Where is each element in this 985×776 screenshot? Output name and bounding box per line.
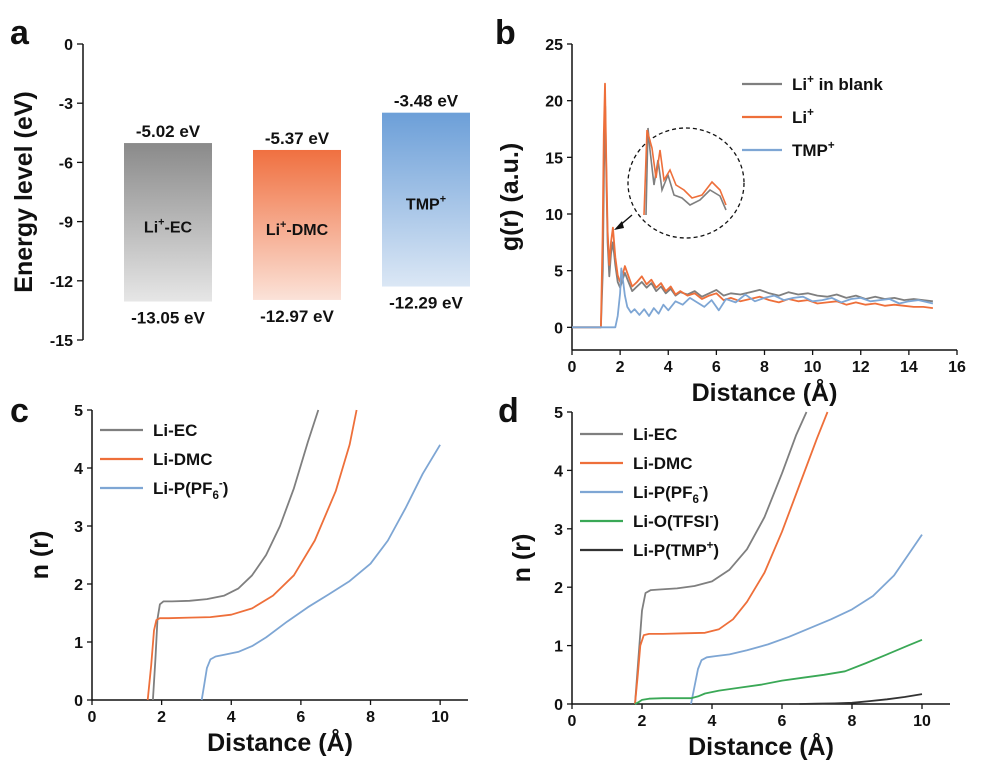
panel-letter-d: d — [498, 392, 519, 430]
y-tick-label: 4 — [74, 461, 83, 478]
y-tick-label: 10 — [545, 207, 563, 224]
y-tick-label: 25 — [545, 37, 563, 54]
bar-name-label: Li+-EC — [144, 216, 193, 236]
y-tick-label: 2 — [554, 580, 563, 597]
x-tick-label: 0 — [568, 713, 577, 730]
x-tick-label: 8 — [848, 713, 857, 730]
series-line-1 — [572, 82, 934, 329]
x-tick-label: 2 — [616, 359, 625, 376]
energy-bar — [382, 112, 470, 287]
y-tick-label: 0 — [64, 37, 73, 54]
legend-label: Li-EC — [633, 425, 677, 444]
panel-letter-a: a — [10, 14, 30, 52]
x-tick-label: 12 — [852, 359, 870, 376]
bar-top-label: -5.37 eV — [265, 129, 330, 148]
series-line-1 — [634, 411, 829, 705]
inset-arrowhead — [614, 221, 624, 230]
bar-bottom-label: -12.97 eV — [260, 307, 334, 326]
legend-label: Li-EC — [153, 421, 197, 440]
x-tick-label: 8 — [366, 709, 375, 726]
x-tick-label: 10 — [913, 713, 931, 730]
y-tick-label: -6 — [59, 155, 73, 172]
series-line-1 — [146, 409, 358, 701]
y-tick-label: 5 — [74, 403, 83, 420]
y-tick-label: 15 — [545, 150, 563, 167]
legend-label: Li-O(TFSI-) — [633, 511, 719, 531]
zoom-inset-circle — [627, 127, 745, 239]
series-line-0 — [634, 411, 808, 705]
y-tick-label: 20 — [545, 94, 563, 111]
y-tick-label: -15 — [50, 333, 73, 350]
y-axis-label: n (r) — [26, 531, 54, 580]
bar-top-label: -3.48 eV — [394, 92, 459, 111]
x-tick-label: 6 — [296, 709, 305, 726]
legend-label: Li-P(PF6-) — [633, 482, 708, 506]
y-tick-label: 0 — [74, 693, 83, 710]
bar-top-label: -5.02 eV — [136, 122, 201, 141]
y-tick-label: 5 — [554, 405, 563, 422]
legend-label: Li+ in blank — [792, 74, 883, 94]
x-tick-label: 6 — [712, 359, 721, 376]
panel-letter-c: c — [10, 392, 29, 430]
y-tick-label: 2 — [74, 577, 83, 594]
y-tick-label: 1 — [554, 639, 563, 656]
y-tick-label: 3 — [74, 519, 83, 536]
x-tick-label: 8 — [760, 359, 769, 376]
y-tick-label: 5 — [554, 264, 563, 281]
series-line-4 — [799, 693, 923, 705]
x-axis-label: Distance (Å) — [692, 378, 838, 407]
bar-bottom-label: -13.05 eV — [131, 309, 205, 328]
series-line-0 — [572, 105, 934, 329]
legend-label: Li-P(PF6-) — [153, 478, 228, 502]
y-axis-label: Energy level (eV) — [10, 91, 38, 292]
bar-bottom-label: -12.29 eV — [389, 294, 463, 313]
legend-label: Li-P(TMP+) — [633, 540, 719, 560]
energy-bar — [124, 143, 212, 302]
x-tick-label: 0 — [88, 709, 97, 726]
x-tick-label: 4 — [227, 709, 236, 726]
x-tick-label: 6 — [778, 713, 787, 730]
x-tick-label: 2 — [157, 709, 166, 726]
series-line-0 — [152, 409, 320, 701]
x-tick-label: 14 — [900, 359, 918, 376]
bar-name-label: TMP+ — [406, 194, 446, 214]
panel-c-coordination: 0 2 4 6 8 10 0 1 2 3 4 5 Distance (Å) n (r) Li-EC Li-DM… — [26, 403, 468, 757]
series-line-2 — [690, 534, 923, 705]
x-axis-label: Distance (Å) — [688, 732, 834, 761]
x-tick-label: 2 — [638, 713, 647, 730]
y-axis-label: n (r) — [508, 534, 536, 583]
y-tick-label: 3 — [554, 522, 563, 539]
y-tick-label: 0 — [554, 697, 563, 714]
inset-series-line — [645, 127, 727, 216]
y-tick-label: 4 — [554, 463, 563, 480]
x-tick-label: 16 — [948, 359, 966, 376]
panel-a-energy-levels: 0 -3 -6 -9 -12 -15 Energy level (eV) -5.02 eV -1… — [10, 37, 470, 350]
x-tick-label: 4 — [664, 359, 673, 376]
panel-d-coordination: 0 2 4 6 8 10 0 1 2 3 4 5 Distance (Å) n (r) Li-EC Li-DM… — [508, 405, 950, 761]
y-axis-label: g(r) (a.u.) — [496, 143, 524, 251]
legend-label: Li-DMC — [153, 450, 212, 469]
x-tick-label: 4 — [708, 713, 717, 730]
y-tick-label: 1 — [74, 635, 83, 652]
series-line-2 — [572, 267, 934, 329]
panel-b-rdf: 0 2 4 6 8 10 12 14 16 0 5 10 15 20 25 Distance (Å) g(r) … — [496, 37, 966, 407]
bar-name-label: Li+-DMC — [266, 219, 329, 239]
y-tick-label: -12 — [50, 274, 73, 291]
panel-letter-b: b — [495, 14, 516, 52]
x-tick-label: 0 — [568, 359, 577, 376]
y-tick-label: 0 — [554, 320, 563, 337]
energy-bar — [253, 149, 341, 300]
legend-label: TMP+ — [792, 140, 835, 160]
series-line-2 — [200, 444, 441, 701]
x-tick-label: 10 — [804, 359, 822, 376]
y-tick-label: -3 — [59, 96, 73, 113]
inset-series-line — [643, 129, 727, 216]
y-tick-label: -9 — [59, 215, 73, 232]
legend-label: Li-DMC — [633, 454, 692, 473]
x-tick-label: 10 — [431, 709, 449, 726]
series-line-3 — [634, 638, 923, 705]
legend-label: Li+ — [792, 107, 814, 127]
x-axis-label: Distance (Å) — [207, 728, 353, 757]
